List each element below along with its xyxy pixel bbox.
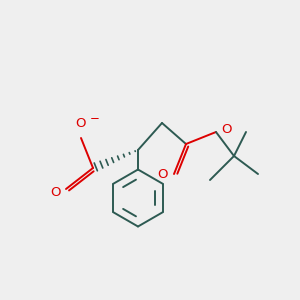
Text: −: − (89, 112, 99, 125)
Text: O: O (50, 185, 61, 199)
Text: O: O (221, 122, 232, 136)
Text: O: O (157, 167, 167, 181)
Text: O: O (76, 117, 86, 130)
